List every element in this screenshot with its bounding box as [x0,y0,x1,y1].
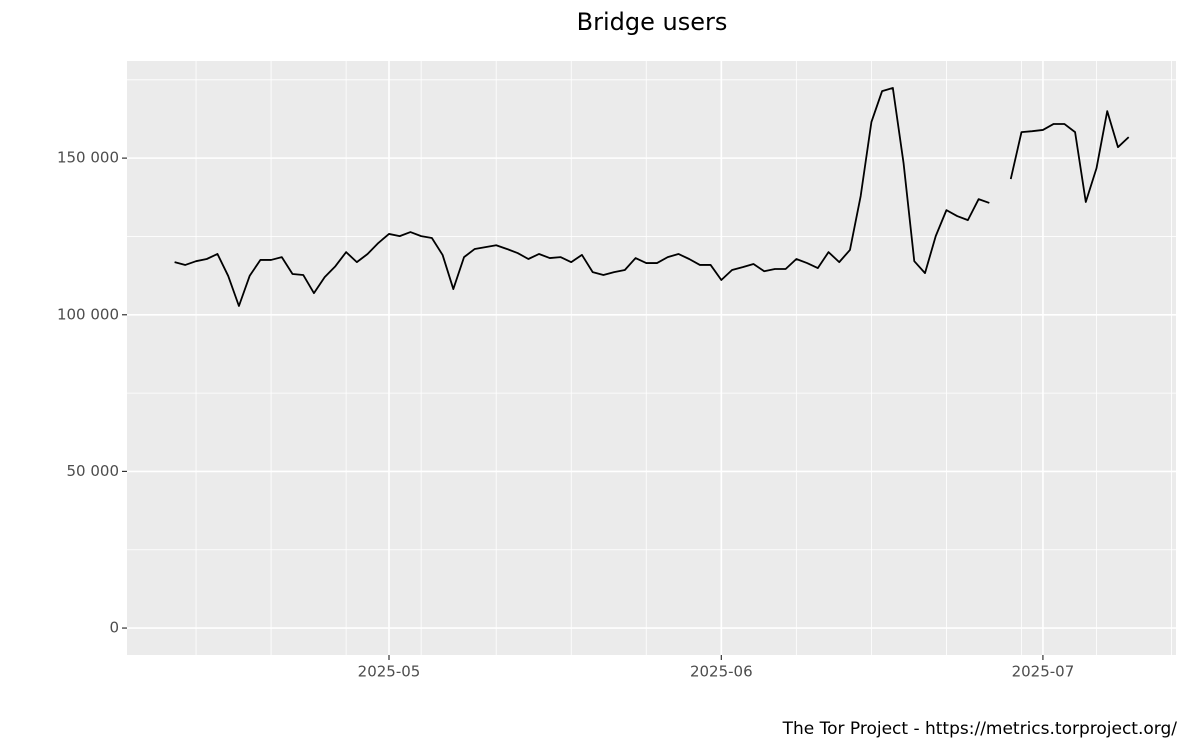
x-tick-label: 2025-07 [1012,663,1075,681]
axes: 0 50 000 100 000 150 000 2025-05 2025-06 2025-… [57,149,1074,681]
caption: The Tor Project - https://metrics.torpro… [782,719,1178,739]
marks [174,87,1130,307]
panel-background [127,61,1176,655]
y-tick-label: 50 000 [67,462,120,480]
y-tick-label: 100 000 [57,305,119,323]
data-line [174,87,1130,307]
y-tick-label: 150 000 [57,149,119,167]
chart-title: Bridge users [577,8,728,36]
x-tick-label: 2025-06 [690,663,753,681]
x-tick-label: 2025-05 [358,663,421,681]
grid [127,61,1176,655]
y-tick-label: 0 [109,619,119,637]
